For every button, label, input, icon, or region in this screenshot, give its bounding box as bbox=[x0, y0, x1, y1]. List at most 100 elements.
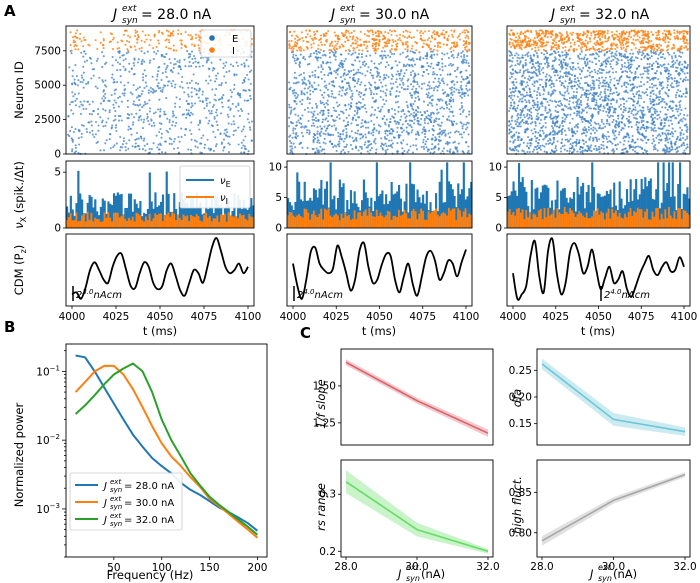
spike-e bbox=[585, 64, 588, 67]
spike-e bbox=[433, 72, 436, 76]
spike-i bbox=[133, 45, 136, 48]
rate-bar-e bbox=[173, 193, 176, 228]
spike-e bbox=[406, 88, 409, 91]
spike-e bbox=[312, 139, 315, 142]
rate-bar-e bbox=[148, 172, 151, 228]
spike-e bbox=[449, 131, 452, 134]
spike-e bbox=[357, 123, 360, 126]
spike-e bbox=[74, 64, 77, 67]
spike-e bbox=[181, 75, 184, 79]
spike-e bbox=[313, 134, 316, 137]
spike-e bbox=[601, 81, 604, 84]
spike-e bbox=[570, 96, 573, 99]
spike-e bbox=[398, 77, 401, 80]
spike-e bbox=[681, 70, 684, 73]
spike-e bbox=[660, 119, 663, 122]
spike-i bbox=[358, 44, 361, 47]
spike-e bbox=[614, 124, 617, 127]
spike-e bbox=[453, 87, 456, 90]
spike-e bbox=[83, 50, 86, 53]
spike-e bbox=[450, 55, 453, 58]
spike-e bbox=[686, 63, 689, 67]
spike-e bbox=[157, 108, 160, 111]
spike-i bbox=[197, 34, 200, 37]
spike-i bbox=[432, 31, 435, 34]
spike-e bbox=[666, 148, 669, 151]
spike-i bbox=[294, 41, 297, 44]
spike-e bbox=[157, 82, 160, 85]
spike-e bbox=[195, 140, 198, 143]
spike-e bbox=[190, 138, 193, 141]
spike-e bbox=[308, 131, 311, 134]
spike-e bbox=[667, 141, 670, 144]
spike-e bbox=[102, 149, 106, 152]
spike-e bbox=[315, 104, 318, 108]
spike-e bbox=[441, 106, 444, 109]
spike-e bbox=[573, 80, 576, 83]
spike-e bbox=[516, 107, 519, 110]
spike-e bbox=[468, 113, 471, 116]
rate-bar-i bbox=[111, 221, 114, 228]
spike-e bbox=[225, 131, 229, 134]
spike-e bbox=[652, 148, 655, 151]
spike-e bbox=[307, 79, 310, 82]
spike-e bbox=[682, 78, 686, 81]
spike-e bbox=[525, 101, 528, 104]
spike-e bbox=[522, 70, 525, 73]
spike-e bbox=[536, 100, 539, 103]
spike-e bbox=[321, 54, 324, 57]
spike-i bbox=[191, 36, 194, 39]
spike-e bbox=[420, 87, 423, 90]
spike-e bbox=[448, 150, 451, 153]
spike-i bbox=[101, 44, 104, 47]
spike-e bbox=[429, 65, 432, 68]
spike-e bbox=[165, 53, 168, 56]
spike-e bbox=[615, 61, 618, 64]
spike-e bbox=[413, 118, 416, 121]
spike-e bbox=[603, 54, 606, 57]
spike-e bbox=[601, 127, 605, 130]
spike-e bbox=[318, 51, 321, 54]
rate-bar-i bbox=[109, 217, 112, 228]
spike-e bbox=[163, 113, 166, 116]
rate-bar-i bbox=[126, 220, 129, 228]
spike-e bbox=[295, 137, 298, 140]
rate-bar-i bbox=[173, 213, 176, 228]
spike-e bbox=[385, 118, 388, 121]
spike-e bbox=[608, 106, 611, 109]
spike-i bbox=[449, 47, 452, 50]
spike-i bbox=[123, 29, 127, 32]
spike-e bbox=[314, 76, 317, 79]
spike-e bbox=[316, 113, 319, 116]
spike-e bbox=[250, 120, 254, 123]
raster-frame bbox=[286, 25, 473, 155]
spike-e bbox=[632, 113, 635, 117]
spike-e bbox=[187, 56, 190, 59]
spike-e bbox=[366, 146, 369, 149]
spike-e bbox=[569, 142, 572, 146]
spike-e bbox=[433, 121, 436, 124]
raster-title-text: = 30.0 nA bbox=[359, 7, 430, 23]
rate-bar-e bbox=[216, 196, 219, 228]
spike-e bbox=[323, 85, 326, 88]
spike-e bbox=[391, 146, 394, 149]
spike-e bbox=[76, 84, 79, 87]
spike-e bbox=[598, 124, 601, 127]
spike-e bbox=[179, 68, 182, 71]
rate-bar-e bbox=[412, 184, 415, 228]
spike-e bbox=[646, 76, 649, 79]
spike-e bbox=[347, 123, 350, 127]
spike-e bbox=[160, 132, 163, 135]
spike-e bbox=[350, 105, 353, 108]
spike-e bbox=[513, 145, 517, 148]
spike-e bbox=[576, 125, 579, 128]
spike-e bbox=[312, 136, 315, 139]
spike-e bbox=[642, 120, 645, 123]
spike-e bbox=[336, 116, 339, 119]
spike-e bbox=[553, 124, 557, 127]
spike-e bbox=[668, 53, 671, 56]
spike-e bbox=[127, 81, 130, 84]
spike-i bbox=[126, 48, 129, 51]
spike-e bbox=[336, 69, 339, 72]
spike-e bbox=[511, 68, 514, 71]
